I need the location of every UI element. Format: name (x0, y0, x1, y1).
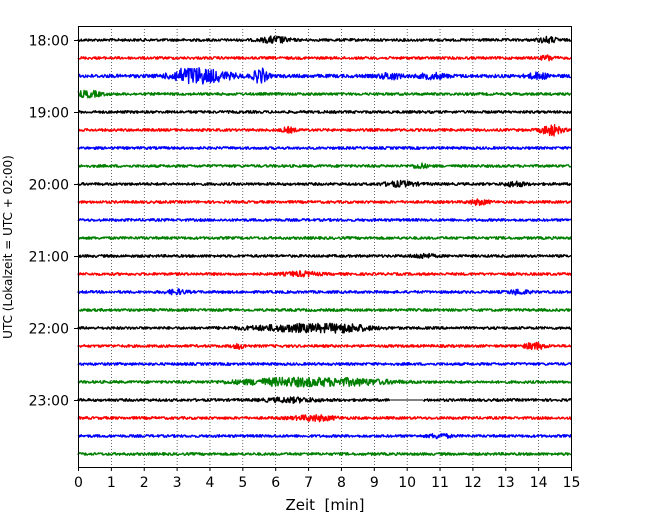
y-tick-label: 22:00 (29, 322, 69, 338)
x-tick-label: 5 (238, 475, 247, 491)
y-tick-label: 20:00 (29, 178, 69, 194)
x-tick-label: 3 (173, 475, 182, 491)
x-tick-label: 13 (497, 475, 515, 491)
x-tick-label: 14 (530, 475, 548, 491)
seismic-trace (77, 124, 572, 137)
seismic-trace (77, 146, 572, 150)
x-tick-label: 15 (563, 475, 581, 491)
x-tick-label: 6 (271, 475, 280, 491)
seismic-trace (77, 218, 572, 222)
x-tick-label: 2 (140, 475, 149, 491)
seismic-trace (77, 35, 572, 44)
seismic-trace (77, 110, 572, 114)
x-axis-label: Zeit [min] (285, 496, 364, 514)
seismic-trace (77, 322, 572, 334)
y-tick-label: 19:00 (29, 106, 69, 122)
seismic-trace (77, 288, 572, 296)
x-tick-label: 1 (107, 475, 116, 491)
seismic-trace (77, 67, 572, 85)
seismic-trace (77, 252, 572, 260)
x-tick-label: 9 (370, 475, 379, 491)
seismic-trace (77, 198, 572, 207)
seismic-trace (77, 236, 572, 240)
seismic-trace (77, 376, 572, 388)
seismic-trace (77, 341, 572, 351)
seismic-trace (77, 89, 572, 99)
y-axis-label: UTC (Lokalzeit = UTC + 02:00) (1, 155, 15, 339)
y-axis: 18:00 19:00 20:00 21:00 22:00 23:00 (29, 34, 78, 410)
y-tick-label: 21:00 (29, 250, 69, 266)
seismic-trace (77, 433, 572, 440)
seismic-trace (77, 162, 572, 170)
x-tick-label: 10 (398, 475, 416, 491)
x-tick-label: 0 (74, 475, 83, 491)
y-tick-label: 23:00 (29, 394, 69, 410)
y-tick-label: 18:00 (29, 34, 69, 50)
x-tick-label: 12 (464, 475, 482, 491)
plot-frame (78, 26, 572, 468)
seismic-trace (77, 396, 572, 404)
x-axis: 0 1 2 3 4 5 6 7 8 9 10 11 12 13 14 15 (74, 467, 580, 491)
x-tick-label: 4 (206, 475, 215, 491)
x-tick-label: 11 (431, 475, 449, 491)
seismic-trace (77, 179, 572, 188)
seismic-trace (77, 270, 572, 278)
seismic-trace (77, 308, 572, 312)
seismic-trace (77, 452, 572, 456)
seismic-trace (77, 414, 572, 423)
trace-layer (77, 35, 572, 456)
x-tick-label: 7 (304, 475, 313, 491)
x-tick-label: 8 (337, 475, 346, 491)
seismic-trace (77, 54, 572, 62)
seismic-trace (77, 362, 572, 366)
